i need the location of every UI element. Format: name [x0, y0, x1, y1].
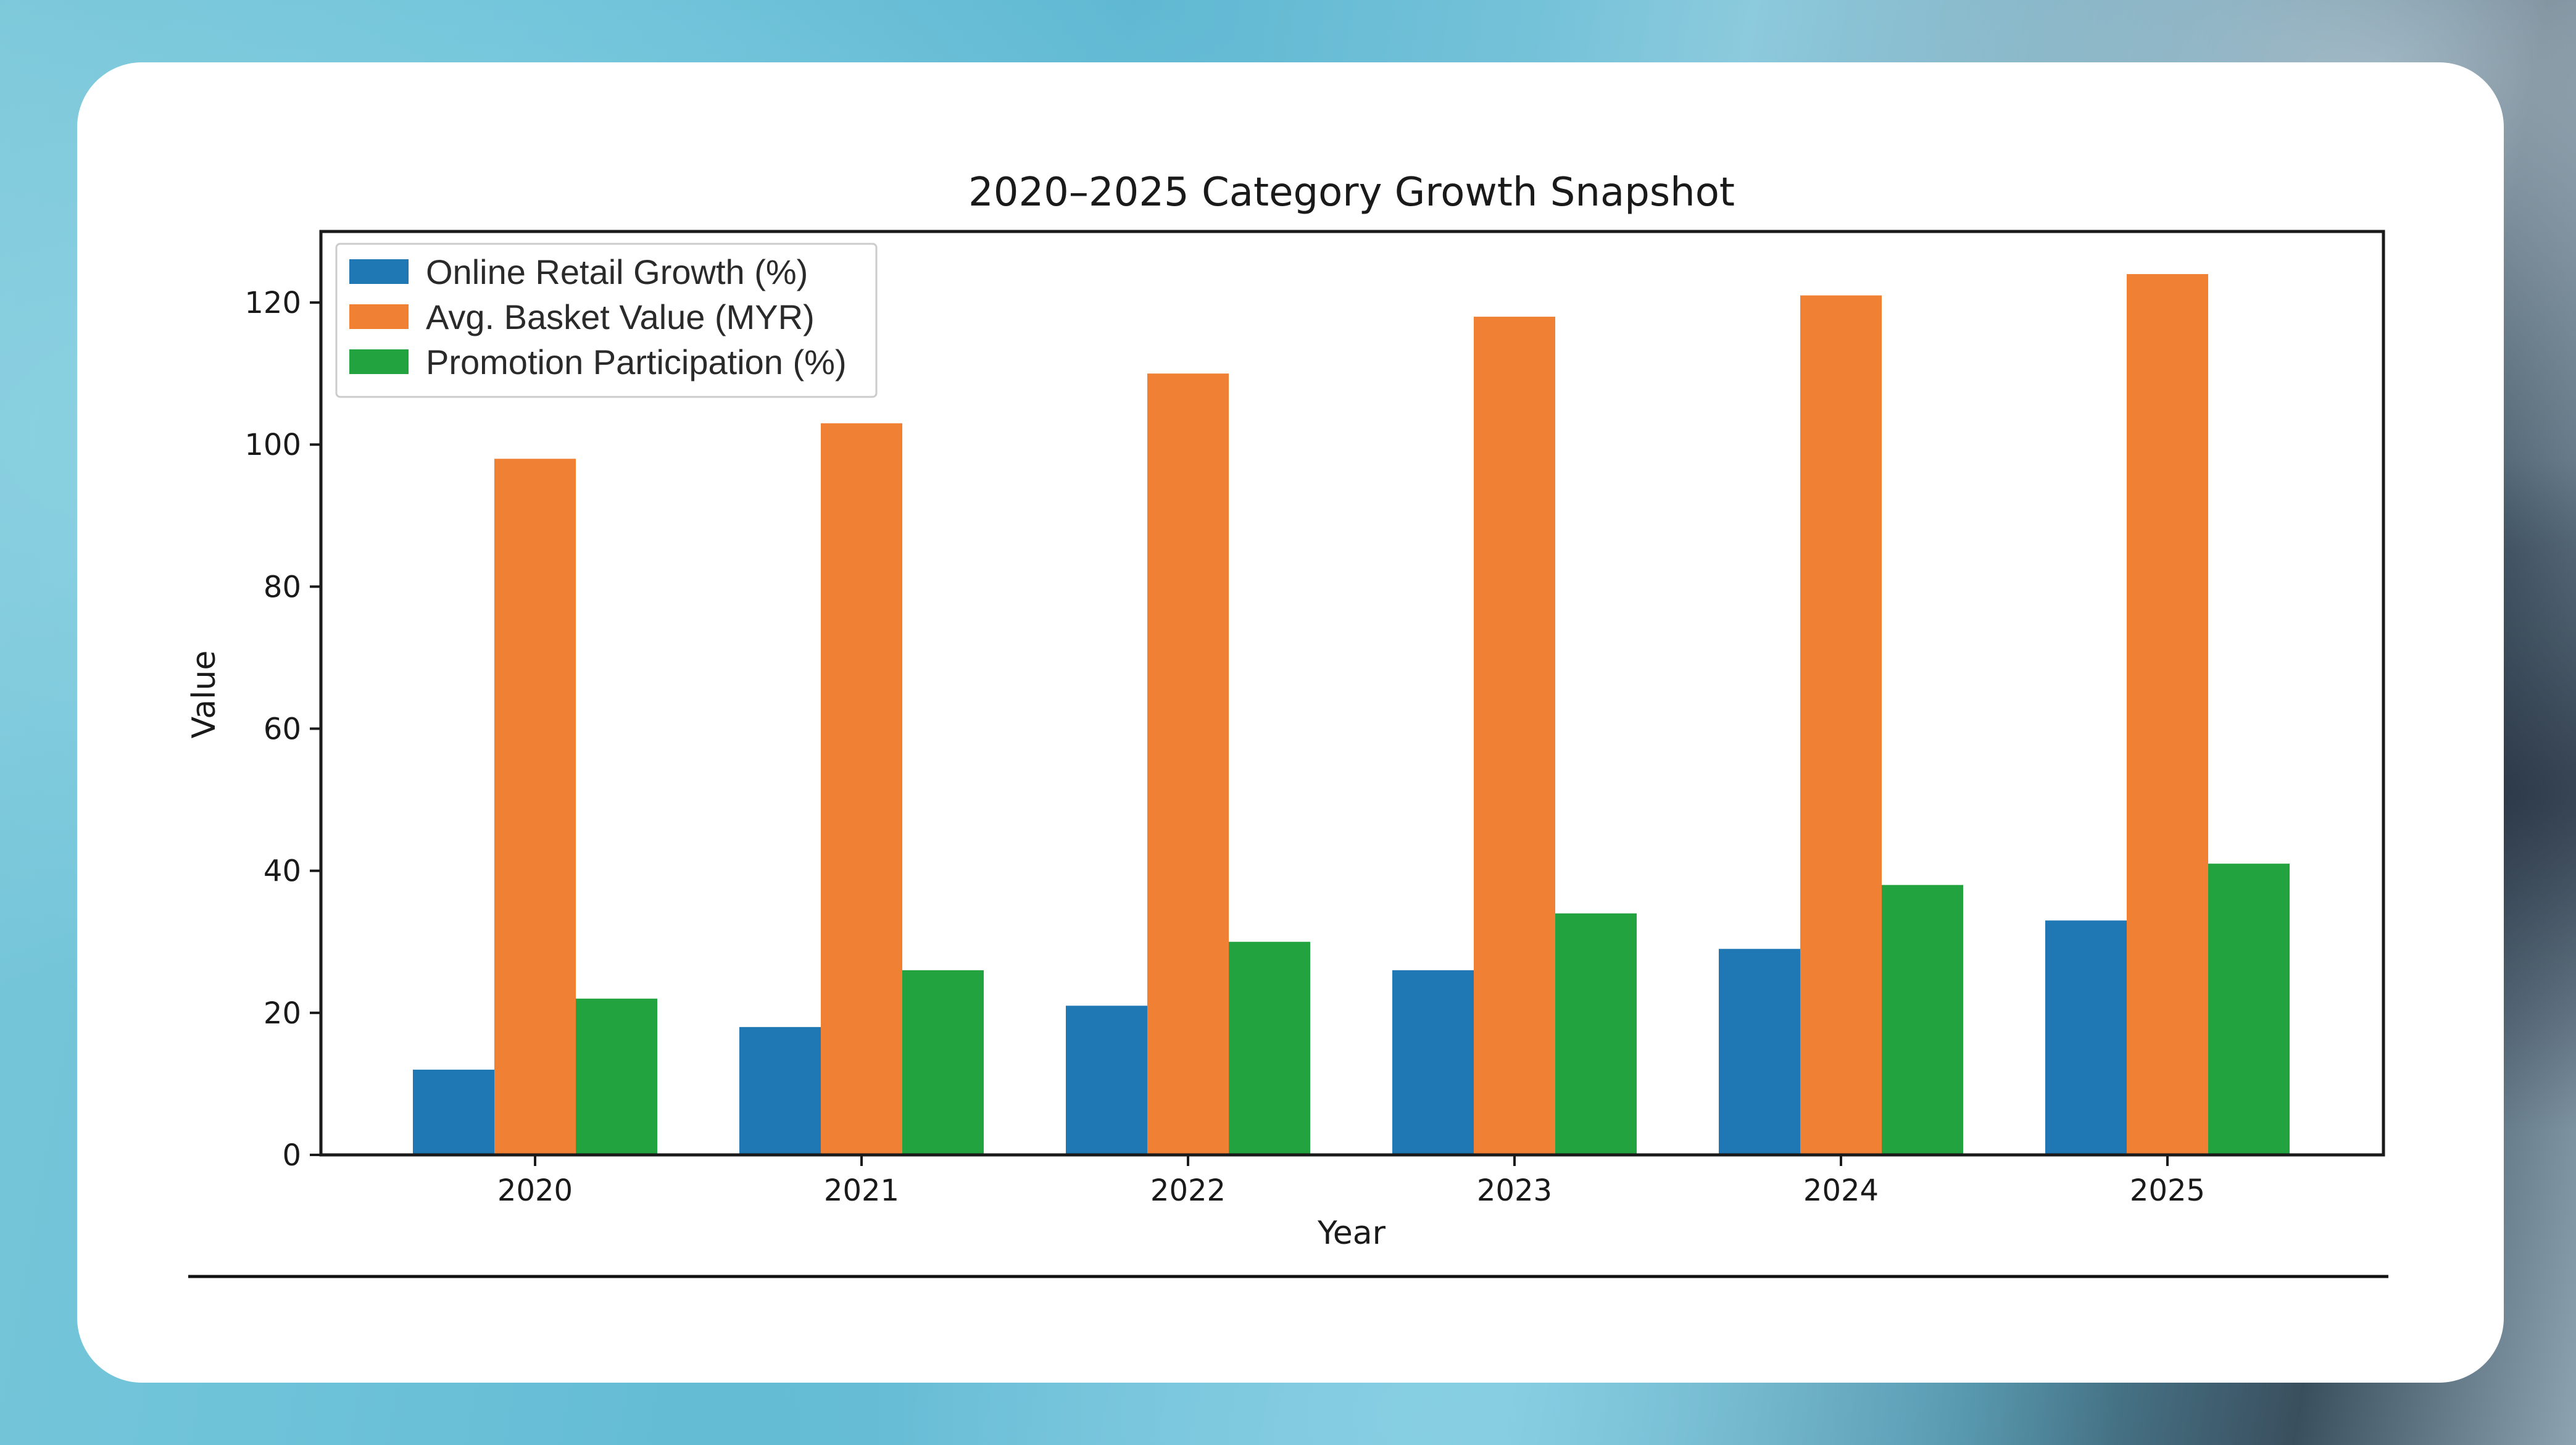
bar-2021-series-0 [739, 1026, 821, 1155]
y-tick-label: 40 [264, 854, 301, 889]
legend-label-0: Online Retail Growth (%) [426, 252, 808, 291]
legend-swatch-0 [349, 259, 409, 284]
y-tick-label: 20 [264, 996, 301, 1031]
bar-2023-series-2 [1555, 913, 1637, 1155]
bar-2021-series-1 [821, 423, 902, 1155]
x-tick-label-2020: 2020 [497, 1173, 573, 1208]
y-tick-label: 100 [244, 428, 301, 462]
bar-2023-series-1 [1474, 317, 1555, 1155]
bar-2022-series-1 [1147, 373, 1229, 1156]
bar-2024-series-0 [1719, 949, 1800, 1155]
legend-label-1: Avg. Basket Value (MYR) [426, 298, 815, 336]
bar-2020-series-2 [576, 998, 657, 1155]
bar-2025-series-2 [2208, 864, 2290, 1155]
legend-box [335, 243, 878, 398]
y-axis-label: Value [186, 651, 223, 739]
x-axis: 2020 2021 2022 2023 2024 2025 [497, 1155, 2205, 1208]
legend-swatch-2 [349, 349, 409, 374]
bar-2025-series-1 [2127, 274, 2208, 1155]
bar-2024-series-2 [1882, 885, 1963, 1155]
x-tick-label-2024: 2024 [1803, 1173, 1879, 1208]
x-axis-label: Year [1317, 1215, 1386, 1252]
bar-2021-series-2 [902, 970, 984, 1155]
bar-2023-series-0 [1392, 970, 1474, 1155]
bar-2022-series-0 [1066, 1006, 1147, 1155]
x-tick-label-2021: 2021 [824, 1173, 899, 1208]
bar-2020-series-0 [413, 1069, 494, 1155]
y-tick-label: 80 [264, 570, 301, 604]
y-tick-label: 0 [282, 1138, 301, 1173]
legend-label-2: Promotion Participation (%) [426, 343, 847, 381]
y-tick-label: 60 [264, 712, 301, 747]
x-tick-label-2025: 2025 [2130, 1173, 2205, 1208]
bar-2025-series-0 [2045, 920, 2127, 1155]
x-tick-label-2022: 2022 [1150, 1173, 1226, 1208]
bars-layer [413, 274, 2290, 1156]
plot-frame [319, 230, 2385, 1157]
bar-2020-series-1 [494, 459, 576, 1156]
legend-swatch-1 [349, 304, 409, 329]
bar-2022-series-2 [1229, 941, 1310, 1155]
chart-title: 2020–2025 Category Growth Snapshot [968, 170, 1735, 215]
legend: Online Retail Growth (%) Avg. Basket Valu… [335, 243, 878, 398]
x-tick-label-2023: 2023 [1477, 1173, 1552, 1208]
y-tick-label: 120 [244, 286, 301, 320]
y-axis: 0 20 40 60 80 100 120 [244, 286, 321, 1173]
bar-2024-series-1 [1800, 295, 1882, 1156]
